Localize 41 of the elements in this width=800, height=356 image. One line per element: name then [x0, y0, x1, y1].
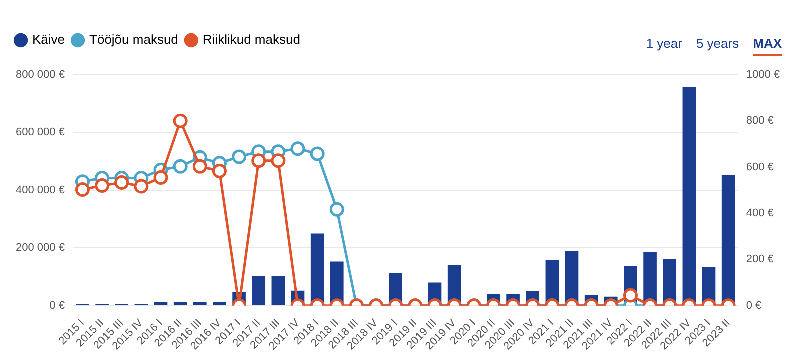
y2-tick-label: 800 €: [746, 115, 774, 128]
point: [114, 176, 130, 190]
y2-tick-label: 200 €: [746, 254, 774, 266]
point: [173, 159, 188, 174]
y2-tick-label: 1000 €: [746, 69, 780, 82]
point: [271, 154, 286, 168]
y-tick-label: 200 000 €: [16, 242, 65, 254]
bar: [310, 234, 324, 306]
y-tick-label: 800 000 €: [16, 69, 65, 82]
legend-label: Riiklikud maksud: [202, 32, 300, 48]
text: MAX: [753, 36, 782, 56]
bar: [272, 276, 286, 306]
point: [154, 170, 168, 185]
y2-tick-label: 0 €: [746, 300, 762, 312]
point: [95, 178, 110, 194]
point: [290, 142, 306, 156]
bar: [174, 302, 188, 306]
y-tick-label: 400 000 €: [16, 184, 65, 196]
point: [134, 179, 149, 194]
text: 5 years: [696, 36, 740, 53]
y-tick-label: 600 000 €: [16, 126, 65, 139]
point: [192, 159, 208, 174]
bar: [252, 276, 266, 306]
point: [173, 114, 188, 128]
y2-tick-label: 400 €: [746, 208, 774, 220]
legend-label: Tööjõu maksud: [90, 32, 178, 48]
point: [310, 146, 325, 162]
bar: [722, 175, 736, 306]
point: [252, 154, 266, 168]
point: [212, 164, 227, 179]
y2-tick-label: 600 €: [746, 161, 774, 174]
bar: [193, 302, 207, 306]
text: 1 year: [646, 36, 682, 53]
bar: [154, 302, 168, 306]
y-tick-label: 0 €: [50, 300, 65, 312]
legend-label: Käive: [32, 32, 66, 48]
bar: [682, 87, 696, 306]
point: [232, 150, 247, 164]
point: [75, 182, 90, 197]
bar: [213, 302, 226, 306]
point: [330, 202, 344, 217]
